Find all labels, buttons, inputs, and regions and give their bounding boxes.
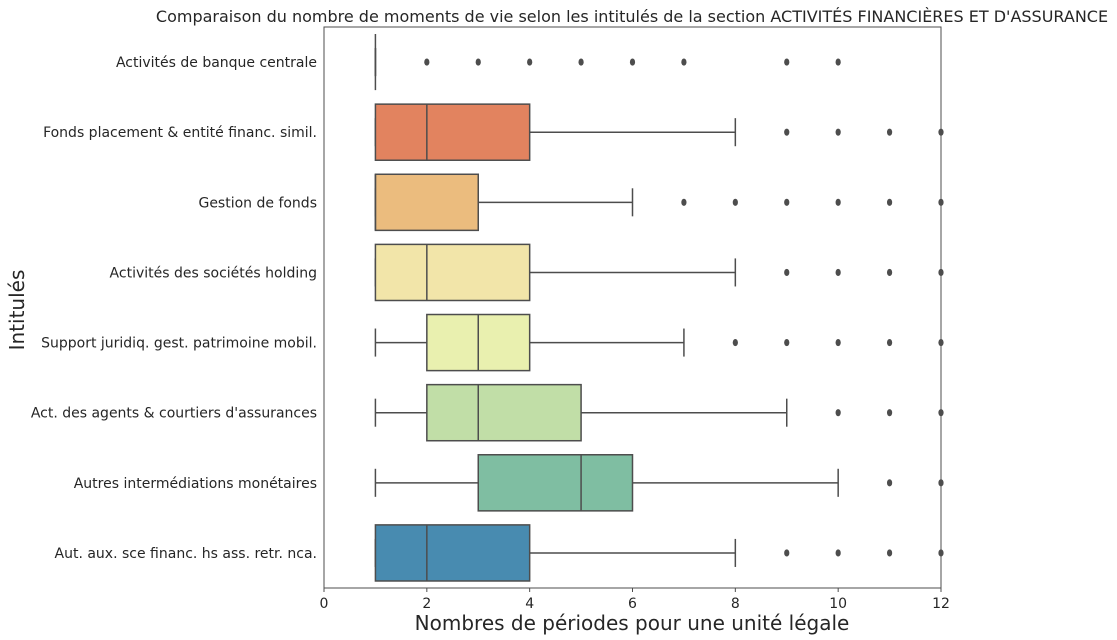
outlier-point	[835, 409, 841, 417]
outlier-point	[835, 58, 841, 66]
plot-area	[374, 34, 944, 582]
outlier-point	[886, 128, 893, 136]
outlier-point	[784, 58, 790, 66]
outlier-point	[835, 338, 841, 347]
box-group	[374, 34, 841, 91]
box-group	[374, 313, 944, 372]
category-label: Gestion de fonds	[198, 195, 317, 211]
chart-title: Comparaison du nombre de moments de vie …	[156, 7, 1108, 26]
outlier-point	[784, 338, 790, 347]
outlier-point	[681, 198, 687, 206]
box-iqr	[374, 524, 531, 582]
outlier-point	[886, 198, 893, 206]
outlier-point	[784, 198, 790, 206]
box-group	[374, 173, 944, 232]
box-iqr	[374, 173, 479, 232]
outlier-point	[886, 409, 893, 417]
outlier-point	[784, 268, 790, 277]
outlier-point	[732, 338, 738, 347]
category-label: Aut. aux. sce financ. hs ass. retr. nca.	[55, 546, 317, 562]
x-tick-label: 8	[731, 596, 740, 612]
box-iqr	[374, 103, 531, 161]
category-label: Act. des agents & courtiers d'assurances	[31, 406, 317, 422]
outlier-point	[475, 58, 481, 66]
y-axis-title: Intitulés	[5, 270, 29, 351]
box-group	[374, 454, 944, 512]
outlier-point	[629, 58, 636, 66]
box-iqr	[374, 243, 531, 302]
box-group	[374, 103, 944, 161]
outlier-point	[732, 198, 738, 206]
x-tick-label: 4	[525, 596, 534, 612]
category-label: Support juridiq. gest. patrimoine mobil.	[41, 336, 317, 352]
x-axis-title: Nombres de périodes pour une unité légal…	[415, 611, 850, 635]
outlier-point	[681, 58, 687, 66]
outlier-point	[886, 338, 893, 347]
outlier-point	[886, 549, 893, 557]
category-label: Autres intermédiations monétaires	[74, 476, 317, 492]
category-label: Fonds placement & entité financ. simil.	[43, 125, 317, 141]
outlier-point	[835, 268, 841, 277]
outlier-point	[424, 58, 430, 66]
box-group	[374, 243, 944, 302]
outlier-point	[835, 198, 841, 206]
box-iqr	[426, 383, 582, 442]
outlier-point	[784, 128, 790, 136]
x-tick-label: 12	[932, 596, 950, 612]
x-tick-label: 10	[829, 596, 847, 612]
box-group	[374, 524, 944, 582]
outlier-point	[886, 479, 893, 487]
x-tick-label: 6	[628, 596, 637, 612]
box-group	[374, 383, 944, 442]
outlier-point	[527, 58, 533, 66]
category-label: Activités des sociétés holding	[110, 265, 317, 281]
outlier-point	[835, 128, 841, 136]
outlier-point	[578, 58, 584, 66]
outlier-point	[835, 549, 841, 557]
outlier-point	[886, 268, 893, 277]
category-label: Activités de banque centrale	[116, 55, 317, 71]
box-iqr	[477, 454, 634, 512]
x-tick-label: 2	[422, 596, 431, 612]
x-tick-label: 0	[320, 596, 329, 612]
outlier-point	[784, 549, 790, 557]
